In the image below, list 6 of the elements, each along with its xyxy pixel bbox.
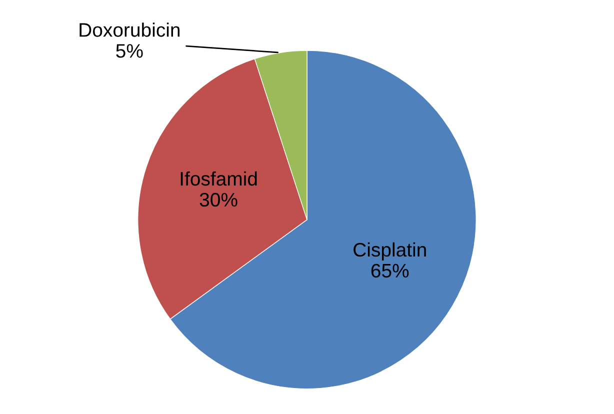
slice-label: Ifosfamid: [180, 171, 257, 186]
data-label: 65%: [371, 264, 409, 278]
slice-label: Cisplatin: [354, 242, 426, 261]
slice-label: Doxorubicin: [80, 22, 180, 37]
data-label: 30%: [200, 192, 238, 207]
data-label: 5%: [116, 44, 143, 58]
